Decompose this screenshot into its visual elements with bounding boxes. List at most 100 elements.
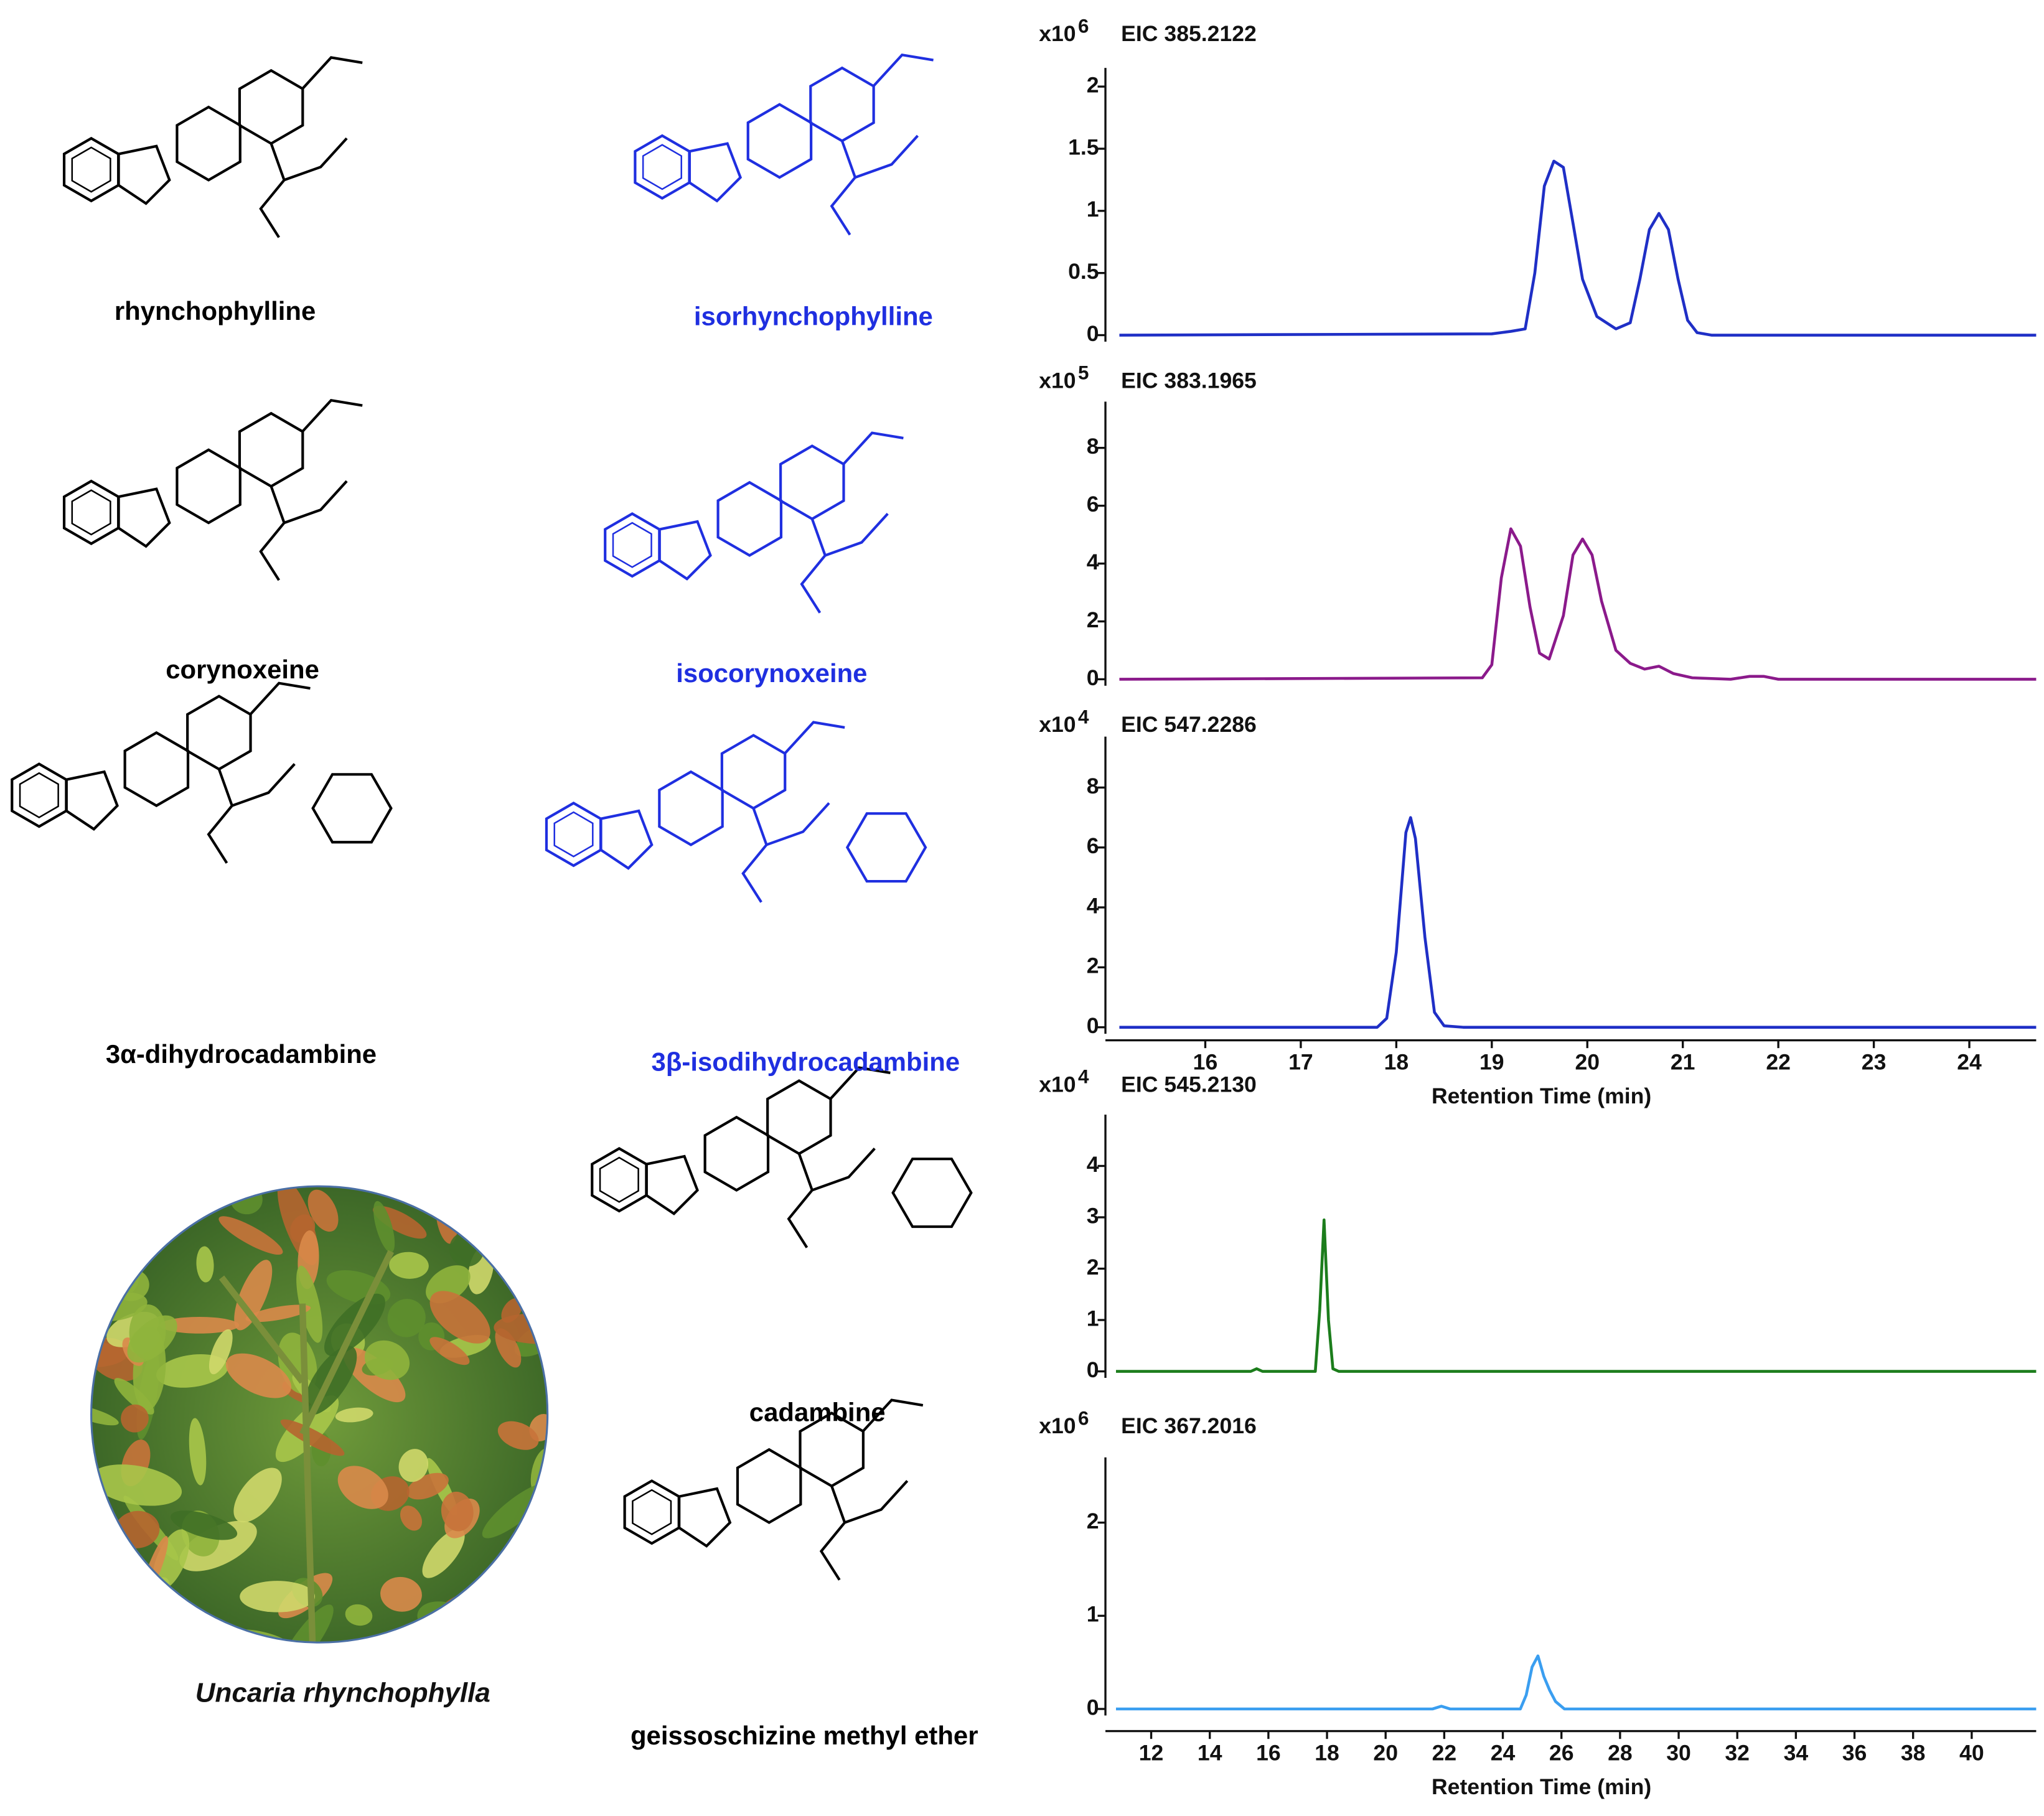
y-exponent: 6 xyxy=(1078,1407,1089,1429)
six-ring xyxy=(746,103,813,179)
five-ring xyxy=(678,1487,732,1548)
structure-drawing xyxy=(604,431,904,614)
six-ring-b xyxy=(238,68,304,146)
leaf xyxy=(114,1378,154,1415)
leaf xyxy=(337,1466,388,1509)
y-tick-label: 6 xyxy=(1087,833,1099,858)
leaf xyxy=(91,1634,127,1643)
chromatogram-trace xyxy=(1119,159,2037,337)
leaf xyxy=(389,1252,429,1279)
chart-title: EIC 367.2016 xyxy=(1121,1413,1257,1438)
leaf xyxy=(240,1581,316,1612)
y-exponent: 6 xyxy=(1078,16,1089,37)
y-multiplier: x10 xyxy=(1039,1072,1076,1097)
side-chain xyxy=(207,681,311,864)
leaf xyxy=(400,1505,423,1531)
leaf xyxy=(152,1529,190,1591)
x-tick-label: 18 xyxy=(1315,1741,1339,1766)
x-tick-label: 40 xyxy=(1959,1741,1984,1766)
photo-caption: Uncaria rhynchophylla xyxy=(195,1678,490,1708)
y-multiplier: x10 xyxy=(1039,368,1076,393)
leaf xyxy=(345,1604,373,1626)
leaf xyxy=(487,1225,541,1245)
x-tick-label: 30 xyxy=(1666,1741,1691,1766)
x-tick-label: 34 xyxy=(1784,1741,1809,1766)
x-tick-label: 38 xyxy=(1901,1741,1926,1766)
five-ring xyxy=(599,809,654,870)
stem xyxy=(218,1250,395,1643)
y-tick-label: 0 xyxy=(1087,1695,1099,1720)
y-tick-label: 0 xyxy=(1087,1013,1099,1038)
x-tick-label: 16 xyxy=(1193,1050,1218,1075)
x-tick-label: 12 xyxy=(1139,1741,1164,1766)
sugar-ring xyxy=(891,1158,973,1229)
x-tick-label: 18 xyxy=(1384,1050,1409,1075)
structure-drawing xyxy=(62,398,363,581)
y-tick-label: 2 xyxy=(1087,607,1099,632)
y-multiplier: x10 xyxy=(1039,1413,1076,1438)
y-tick-label: 0 xyxy=(1087,321,1099,346)
compound-name: 3β-isodihydrocadambine xyxy=(652,1047,960,1076)
leaf xyxy=(335,1407,373,1423)
x-tick-label: 14 xyxy=(1198,1741,1222,1766)
x-tick-label: 20 xyxy=(1373,1741,1398,1766)
x-tick-label: 22 xyxy=(1432,1741,1457,1766)
six-ring-b xyxy=(766,1079,832,1156)
leaf xyxy=(100,1186,159,1217)
leaf xyxy=(387,1299,426,1337)
leaf xyxy=(234,1260,273,1331)
leaf xyxy=(179,1520,257,1571)
six-ring-b xyxy=(779,444,845,521)
structure-drawing xyxy=(634,53,934,236)
x-tick-label: 19 xyxy=(1479,1050,1504,1075)
compound-name: isorhynchophylline xyxy=(694,301,933,330)
compound-name: corynoxeine xyxy=(166,655,319,684)
six-ring xyxy=(703,1115,770,1192)
chromatogram-trace xyxy=(1116,1654,2037,1711)
leaf xyxy=(91,1252,123,1292)
six-ring xyxy=(176,448,241,525)
leaf xyxy=(373,1201,395,1253)
x-tick-label: 17 xyxy=(1288,1050,1313,1075)
y-exponent: 4 xyxy=(1078,1066,1089,1088)
x-tick-label: 16 xyxy=(1256,1741,1281,1766)
benzene-inner xyxy=(599,1156,639,1203)
six-ring-b xyxy=(809,66,875,143)
leaf xyxy=(225,1353,291,1398)
leaf xyxy=(429,1337,470,1365)
side-chain xyxy=(830,53,934,236)
y-tick-label: 1 xyxy=(1087,197,1099,222)
six-ring xyxy=(176,105,241,182)
leaf xyxy=(171,1510,238,1540)
leaf xyxy=(429,1291,490,1344)
leaf xyxy=(91,1464,182,1506)
x-tick-label: 36 xyxy=(1842,1741,1867,1766)
leaf xyxy=(108,1601,149,1640)
leaf xyxy=(441,1491,474,1532)
compound-name: 3α-dihydrocadambine xyxy=(106,1039,377,1069)
chart-title: EIC 383.1965 xyxy=(1121,368,1257,393)
x-tick-label: 23 xyxy=(1862,1050,1887,1075)
six-ring-b xyxy=(720,734,787,810)
benzene-inner xyxy=(612,522,652,568)
side-chain xyxy=(819,1398,924,1581)
x-tick-label: 32 xyxy=(1725,1741,1750,1766)
y-multiplier: x10 xyxy=(1039,712,1076,737)
y-tick-label: 6 xyxy=(1087,492,1099,517)
y-tick-label: 0 xyxy=(1087,1357,1099,1382)
leaf xyxy=(487,1605,527,1643)
leaf xyxy=(380,1576,422,1612)
x-axis-title: Retention Time (min) xyxy=(1432,1084,1651,1108)
x-tick-label: 28 xyxy=(1608,1741,1633,1766)
y-tick-label: 4 xyxy=(1087,1152,1099,1177)
leaf xyxy=(526,1519,548,1603)
x-tick-label: 22 xyxy=(1766,1050,1791,1075)
leaf xyxy=(233,1467,282,1523)
y-tick-label: 1 xyxy=(1087,1602,1099,1627)
y-multiplier: x10 xyxy=(1039,21,1076,46)
five-ring xyxy=(117,144,171,205)
six-ring-b xyxy=(238,411,304,488)
side-chain xyxy=(787,1066,891,1248)
chart-title: EIC 385.2122 xyxy=(1121,21,1257,46)
